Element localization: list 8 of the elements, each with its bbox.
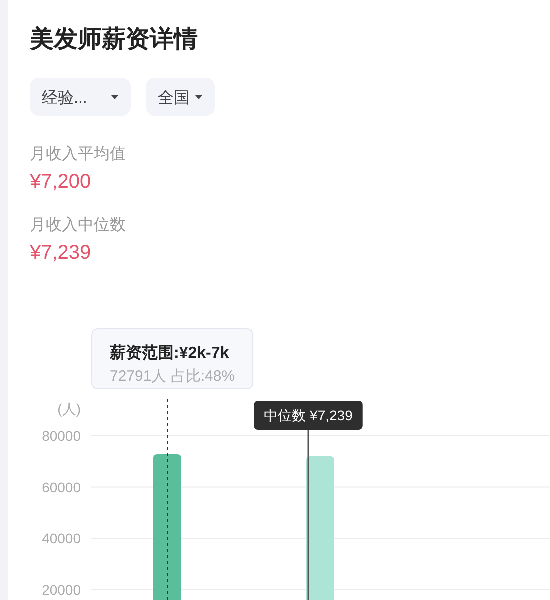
y-tick-label: 80000 [42,428,82,444]
title: 美发师薪资详情 [30,26,198,53]
y-tick-label: 60000 [42,479,82,496]
y-tick-label: 40000 [42,530,82,546]
y-axis-title: (人) [58,401,81,417]
y-tick-label: 20000 [42,582,82,598]
text: 中位数 ¥7,239 [264,408,354,424]
tooltip: 薪资范围:¥2k-7k 72791人 占比:48% [92,328,254,600]
